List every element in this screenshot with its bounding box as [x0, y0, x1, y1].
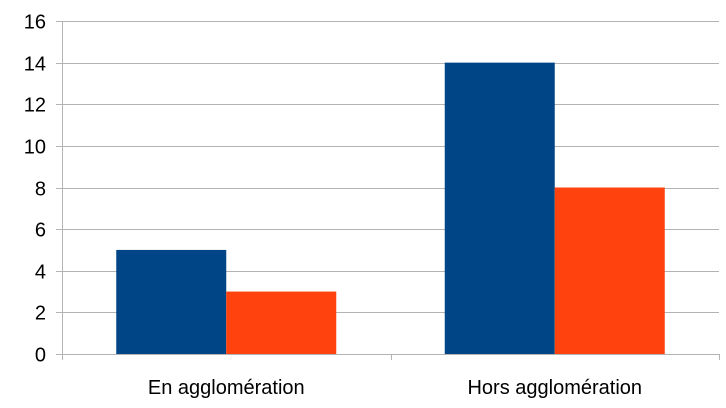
y-tick-label: 4 [35, 262, 46, 284]
y-tick-label: 8 [35, 179, 46, 201]
y-tick-label: 10 [24, 137, 46, 159]
y-tick-label: 0 [35, 345, 46, 367]
x-tick-label: Hors agglomération [467, 377, 642, 399]
bar [226, 292, 336, 354]
bars [116, 63, 665, 354]
y-tick-label: 12 [24, 95, 46, 117]
y-tick-label: 2 [35, 303, 46, 325]
bar [555, 188, 665, 355]
y-tick-label: 6 [35, 220, 46, 242]
y-tick-labels: 0 2 4 6 8 10 12 14 16 [24, 12, 46, 367]
bar [116, 250, 226, 354]
y-tick-label: 16 [24, 12, 46, 34]
bar [445, 63, 555, 354]
x-tick-label: En agglomération [148, 377, 305, 399]
y-tick-label: 14 [24, 54, 46, 76]
x-tick-labels: En agglomération Hors agglomération [148, 377, 642, 399]
